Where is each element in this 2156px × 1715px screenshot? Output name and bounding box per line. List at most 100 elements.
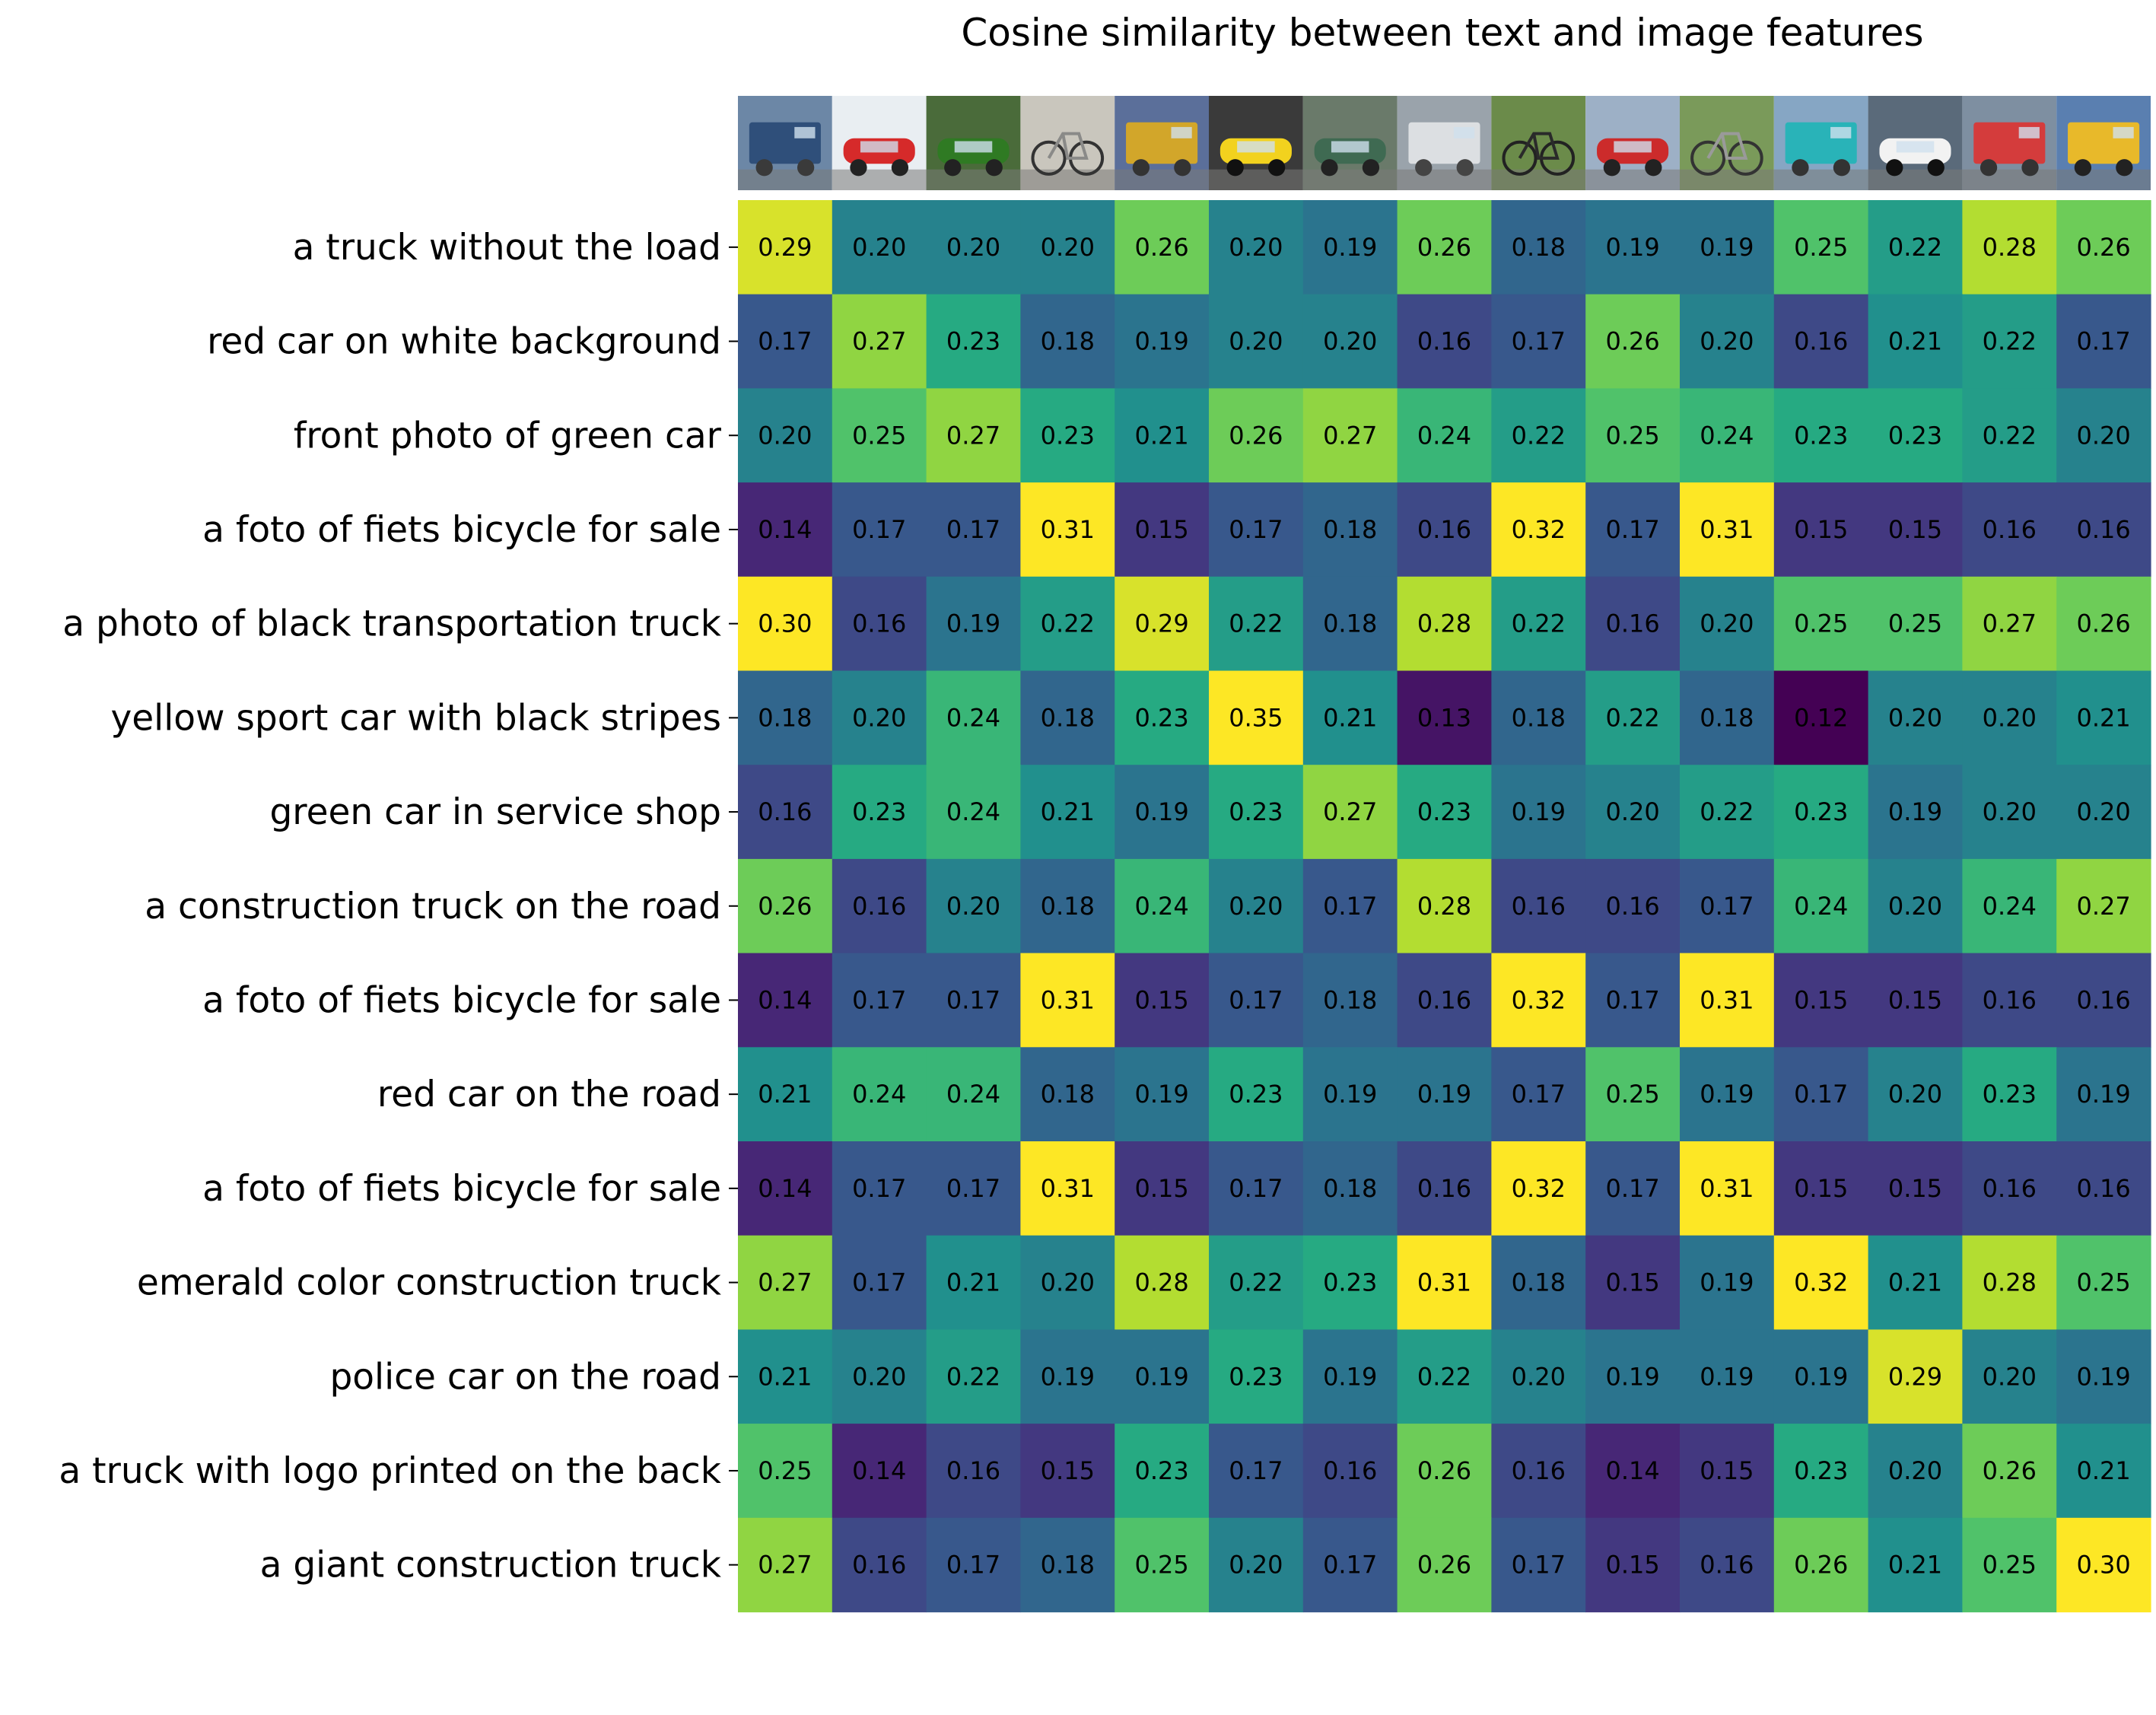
cell-value-label: 0.23	[1794, 797, 1848, 826]
cell-value-label: 0.24	[1417, 421, 1471, 450]
cell-value-label: 0.28	[1134, 1268, 1188, 1297]
cell-value-label: 0.16	[1983, 985, 2037, 1014]
heatmap-cell	[1209, 482, 1304, 578]
cell-value-label: 0.20	[1700, 327, 1754, 356]
cell-value-label: 0.17	[946, 1551, 1000, 1580]
cell-value-label: 0.18	[1323, 609, 1377, 638]
heatmap-cell	[1302, 1235, 1398, 1330]
heatmap-cell	[1020, 200, 1115, 295]
cell-value-label: 0.23	[1041, 421, 1095, 450]
heatmap-cell	[1302, 200, 1398, 295]
heatmap-cell	[1020, 482, 1115, 578]
heatmap-cell	[926, 200, 1021, 295]
heatmap-cell	[1115, 482, 1210, 578]
heatmap-cell	[2056, 670, 2151, 765]
row-label: yellow sport car with black stripes	[110, 697, 721, 739]
heatmap-cell	[1962, 388, 2057, 483]
heatmap-cell	[1962, 482, 2057, 578]
cell-value-label: 0.19	[1323, 1362, 1377, 1391]
row-label: red car on the road	[377, 1074, 721, 1115]
heatmap-cell	[738, 1235, 833, 1330]
cell-value-label: 0.19	[1323, 233, 1377, 262]
heatmap-cell	[1585, 1329, 1681, 1424]
blue-semi-truck-icon	[738, 96, 832, 190]
cell-value-label: 0.19	[1512, 797, 1566, 826]
cell-value-label: 0.16	[1417, 327, 1471, 356]
cell-value-label: 0.29	[1134, 609, 1188, 638]
heatmap-cell	[1020, 858, 1115, 954]
row-label: a foto of fiets bicycle for sale	[202, 979, 721, 1021]
cell-value-label: 0.24	[852, 1080, 906, 1109]
cell-value-label: 0.16	[1512, 892, 1566, 921]
cell-value-label: 0.26	[1417, 1551, 1471, 1580]
row-label: emerald color construction truck	[137, 1262, 722, 1304]
cell-value-label: 0.15	[1134, 515, 1188, 544]
cell-value-label: 0.24	[946, 703, 1000, 732]
heatmap-cell	[832, 670, 927, 765]
heatmap-cell	[1868, 1047, 1963, 1142]
heatmap-cell	[832, 388, 927, 483]
cell-value-label: 0.19	[1041, 1362, 1095, 1391]
heatmap-cell	[1962, 953, 2057, 1048]
cell-value-label: 0.17	[1323, 1551, 1377, 1580]
cell-value-label: 0.18	[1041, 1551, 1095, 1580]
heatmap-cell	[1962, 576, 2057, 672]
cell-value-label: 0.21	[2076, 1456, 2130, 1485]
cell-value-label: 0.19	[1605, 1362, 1659, 1391]
cell-value-label: 0.20	[1983, 797, 2037, 826]
cell-value-label: 0.25	[1983, 1551, 2037, 1580]
heatmap-cell	[1115, 294, 1210, 389]
cell-value-label: 0.26	[1794, 1551, 1848, 1580]
cell-value-label: 0.24	[1134, 892, 1188, 921]
cell-value-label: 0.25	[852, 421, 906, 450]
heatmap-cell	[1680, 670, 1775, 765]
cell-value-label: 0.18	[758, 703, 812, 732]
cell-value-label: 0.21	[758, 1080, 812, 1109]
cell-value-label: 0.18	[1323, 1174, 1377, 1203]
heatmap-cell	[1680, 388, 1775, 483]
heatmap-cell	[1020, 765, 1115, 860]
heatmap-cell	[1020, 953, 1115, 1048]
cell-value-label: 0.16	[1605, 609, 1659, 638]
cell-value-label: 0.14	[758, 985, 812, 1014]
heatmap-cell	[738, 953, 833, 1048]
cell-value-label: 0.16	[2076, 1174, 2130, 1203]
cell-value-label: 0.20	[2076, 797, 2130, 826]
heatmap-cell	[1115, 1235, 1210, 1330]
cell-value-label: 0.17	[1605, 515, 1659, 544]
yellow-truck-icon	[1115, 96, 1209, 190]
cell-value-label: 0.31	[1417, 1268, 1471, 1297]
heatmap-cell	[1680, 953, 1775, 1048]
cell-value-label: 0.25	[1134, 1551, 1188, 1580]
cell-value-label: 0.21	[1888, 1551, 1942, 1580]
heatmap-cell	[1585, 953, 1681, 1048]
cell-value-label: 0.17	[946, 1174, 1000, 1203]
heatmap-cell	[2056, 953, 2151, 1048]
heatmap-cell	[832, 1424, 927, 1519]
heatmap-cell	[926, 1235, 1021, 1330]
cell-value-label: 0.17	[852, 985, 906, 1014]
heatmap-cell	[1585, 1047, 1681, 1142]
heatmap-cell	[1491, 294, 1586, 389]
heatmap-cell	[1209, 670, 1304, 765]
dutch-bicycle-icon	[1491, 96, 1586, 190]
cell-value-label: 0.25	[1888, 609, 1942, 638]
heatmap-cell	[1680, 200, 1775, 295]
heatmap-cell	[1491, 200, 1586, 295]
cell-value-label: 0.26	[1417, 1456, 1471, 1485]
cell-value-label: 0.21	[2076, 703, 2130, 732]
heatmap-cell	[738, 765, 833, 860]
cell-value-label: 0.19	[946, 609, 1000, 638]
cell-value-label: 0.31	[1041, 985, 1095, 1014]
heatmap-cell	[2056, 1047, 2151, 1142]
heatmap-cell	[1585, 1424, 1681, 1519]
cell-value-label: 0.17	[1229, 1456, 1283, 1485]
chart-title: Cosine similarity between text and image…	[961, 11, 1923, 55]
heatmap-cell	[1020, 388, 1115, 483]
heatmap-cell	[1585, 482, 1681, 578]
heatmap-cell	[1302, 388, 1398, 483]
cell-value-label: 0.17	[1700, 892, 1754, 921]
cell-value-label: 0.21	[758, 1362, 812, 1391]
heatmap-cell	[738, 670, 833, 765]
cell-value-label: 0.26	[1983, 1456, 2037, 1485]
